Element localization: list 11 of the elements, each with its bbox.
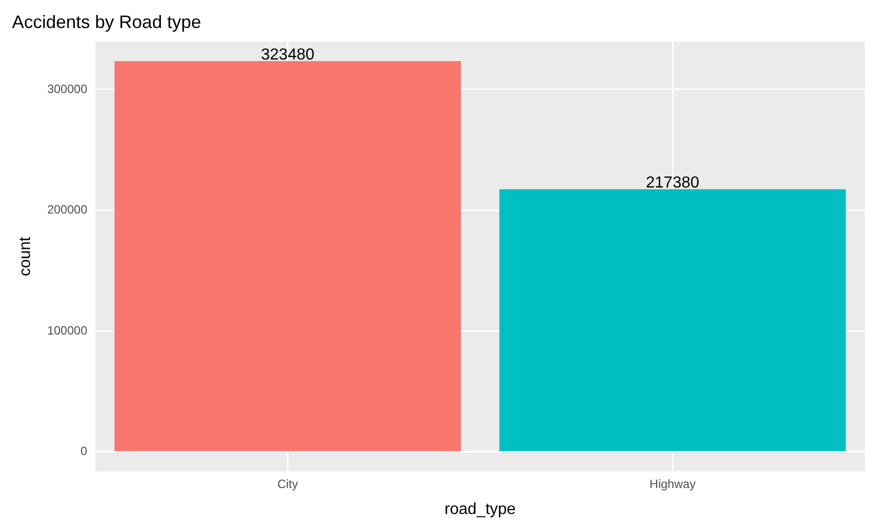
chart-title: Accidents by Road type — [12, 12, 202, 32]
x-tick-label: City — [277, 476, 298, 491]
data-label: 217380 — [646, 174, 700, 192]
x-tick-label: Highway — [650, 476, 696, 491]
y-tick-label: 100000 — [47, 323, 88, 338]
y-tick-label: 300000 — [47, 82, 88, 96]
data-label: 323480 — [260, 46, 314, 64]
y-axis-title: count — [17, 236, 34, 276]
y-tick-label: 200000 — [47, 202, 88, 217]
x-axis-title: road_type — [444, 500, 516, 518]
y-tick-label: 0 — [80, 444, 88, 458]
